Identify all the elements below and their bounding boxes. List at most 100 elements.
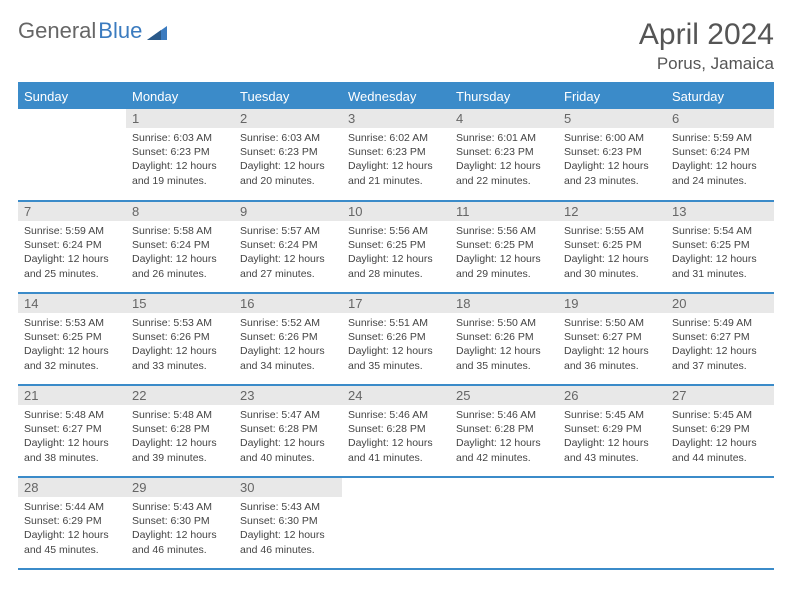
- sunset-line: Sunset: 6:29 PM: [564, 422, 660, 436]
- sunrise-line: Sunrise: 5:43 AM: [240, 500, 336, 514]
- logo-text-blue: Blue: [98, 18, 142, 44]
- calendar-day-cell: 14Sunrise: 5:53 AMSunset: 6:25 PMDayligh…: [18, 293, 126, 385]
- sunrise-line: Sunrise: 5:43 AM: [132, 500, 228, 514]
- sunset-line: Sunset: 6:30 PM: [132, 514, 228, 528]
- sunrise-line: Sunrise: 5:46 AM: [348, 408, 444, 422]
- sunset-line: Sunset: 6:24 PM: [672, 145, 768, 159]
- day-number: 15: [126, 294, 234, 313]
- calendar-day-cell: 13Sunrise: 5:54 AMSunset: 6:25 PMDayligh…: [666, 201, 774, 293]
- sunset-line: Sunset: 6:23 PM: [456, 145, 552, 159]
- day-number: 16: [234, 294, 342, 313]
- month-title: April 2024: [639, 18, 774, 52]
- daylight-line: Daylight: 12 hours and 25 minutes.: [24, 252, 120, 280]
- day-data: Sunrise: 5:48 AMSunset: 6:27 PMDaylight:…: [18, 405, 126, 469]
- sunrise-line: Sunrise: 5:51 AM: [348, 316, 444, 330]
- day-number: 6: [666, 109, 774, 128]
- calendar-empty-cell: [18, 109, 126, 201]
- daylight-line: Daylight: 12 hours and 24 minutes.: [672, 159, 768, 187]
- sunset-line: Sunset: 6:25 PM: [348, 238, 444, 252]
- day-number: 2: [234, 109, 342, 128]
- calendar-day-cell: 25 Sunrise: 5:46 AMSunset: 6:28 PMDayligh…: [450, 385, 558, 477]
- daylight-line: Daylight: 12 hours and 36 minutes.: [564, 344, 660, 372]
- weekday-row: SundayMondayTuesdayWednesdayThursdayFrid…: [18, 83, 774, 109]
- daylight-line: Daylight: 12 hours and 40 minutes.: [240, 436, 336, 464]
- weekday-header: Friday: [558, 83, 666, 109]
- sunset-line: Sunset: 6:29 PM: [672, 422, 768, 436]
- sunset-line: Sunset: 6:25 PM: [456, 238, 552, 252]
- day-number: 18: [450, 294, 558, 313]
- location: Porus, Jamaica: [639, 54, 774, 74]
- daylight-line: Daylight: 12 hours and 32 minutes.: [24, 344, 120, 372]
- sunset-line: Sunset: 6:24 PM: [24, 238, 120, 252]
- weekday-header: Saturday: [666, 83, 774, 109]
- day-number: 23: [234, 386, 342, 405]
- sunrise-line: Sunrise: 5:54 AM: [672, 224, 768, 238]
- title-block: April 2024 Porus, Jamaica: [639, 18, 774, 74]
- sunset-line: Sunset: 6:24 PM: [132, 238, 228, 252]
- calendar-day-cell: 7Sunrise: 5:59 AMSunset: 6:24 PMDaylight…: [18, 201, 126, 293]
- daylight-line: Daylight: 12 hours and 42 minutes.: [456, 436, 552, 464]
- weekday-header: Monday: [126, 83, 234, 109]
- day-number: 8: [126, 202, 234, 221]
- sunrise-line: Sunrise: 5:46 AM: [456, 408, 552, 422]
- day-data: Sunrise: 5:53 AMSunset: 6:26 PMDaylight:…: [126, 313, 234, 377]
- day-data: Sunrise: 5:50 AMSunset: 6:26 PMDaylight:…: [450, 313, 558, 377]
- weekday-header: Tuesday: [234, 83, 342, 109]
- daylight-line: Daylight: 12 hours and 43 minutes.: [564, 436, 660, 464]
- day-number: 19: [558, 294, 666, 313]
- day-data: Sunrise: 5:49 AMSunset: 6:27 PMDaylight:…: [666, 313, 774, 377]
- sunrise-line: Sunrise: 5:50 AM: [564, 316, 660, 330]
- calendar-row: 21Sunrise: 5:48 AMSunset: 6:27 PMDayligh…: [18, 385, 774, 477]
- sunset-line: Sunset: 6:26 PM: [240, 330, 336, 344]
- day-data: Sunrise: 6:03 AMSunset: 6:23 PMDaylight:…: [234, 128, 342, 192]
- sunset-line: Sunset: 6:25 PM: [24, 330, 120, 344]
- sunset-line: Sunset: 6:24 PM: [240, 238, 336, 252]
- header: GeneralBlue April 2024 Porus, Jamaica: [18, 18, 774, 74]
- sunrise-line: Sunrise: 5:48 AM: [132, 408, 228, 422]
- day-number: 11: [450, 202, 558, 221]
- calendar-day-cell: 28Sunrise: 5:44 AMSunset: 6:29 PMDayligh…: [18, 477, 126, 569]
- sunset-line: Sunset: 6:28 PM: [456, 422, 552, 436]
- day-data: Sunrise: 6:01 AMSunset: 6:23 PMDaylight:…: [450, 128, 558, 192]
- sunrise-line: Sunrise: 5:59 AM: [672, 131, 768, 145]
- sunset-line: Sunset: 6:27 PM: [24, 422, 120, 436]
- daylight-line: Daylight: 12 hours and 33 minutes.: [132, 344, 228, 372]
- day-data: Sunrise: 6:02 AMSunset: 6:23 PMDaylight:…: [342, 128, 450, 192]
- weekday-header: Wednesday: [342, 83, 450, 109]
- calendar-day-cell: 16Sunrise: 5:52 AMSunset: 6:26 PMDayligh…: [234, 293, 342, 385]
- sunset-line: Sunset: 6:28 PM: [348, 422, 444, 436]
- day-data: Sunrise: 5:59 AMSunset: 6:24 PMDaylight:…: [18, 221, 126, 285]
- day-number: 25: [450, 386, 558, 405]
- sunrise-line: Sunrise: 6:03 AM: [132, 131, 228, 145]
- day-number: 7: [18, 202, 126, 221]
- sunset-line: Sunset: 6:27 PM: [564, 330, 660, 344]
- sunset-line: Sunset: 6:26 PM: [132, 330, 228, 344]
- calendar-day-cell: 3Sunrise: 6:02 AMSunset: 6:23 PMDaylight…: [342, 109, 450, 201]
- daylight-line: Daylight: 12 hours and 34 minutes.: [240, 344, 336, 372]
- calendar-day-cell: 27Sunrise: 5:45 AMSunset: 6:29 PMDayligh…: [666, 385, 774, 477]
- day-number: 1: [126, 109, 234, 128]
- day-number: 13: [666, 202, 774, 221]
- day-data: Sunrise: 5:56 AMSunset: 6:25 PMDaylight:…: [450, 221, 558, 285]
- calendar-day-cell: 30Sunrise: 5:43 AMSunset: 6:30 PMDayligh…: [234, 477, 342, 569]
- daylight-line: Daylight: 12 hours and 38 minutes.: [24, 436, 120, 464]
- daylight-line: Daylight: 12 hours and 19 minutes.: [132, 159, 228, 187]
- logo-triangle-icon: [147, 22, 167, 40]
- sunrise-line: Sunrise: 5:55 AM: [564, 224, 660, 238]
- calendar-day-cell: 21Sunrise: 5:48 AMSunset: 6:27 PMDayligh…: [18, 385, 126, 477]
- daylight-line: Daylight: 12 hours and 28 minutes.: [348, 252, 444, 280]
- daylight-line: Daylight: 12 hours and 30 minutes.: [564, 252, 660, 280]
- sunrise-line: Sunrise: 5:50 AM: [456, 316, 552, 330]
- day-number: 17: [342, 294, 450, 313]
- calendar-day-cell: 24Sunrise: 5:46 AMSunset: 6:28 PMDayligh…: [342, 385, 450, 477]
- day-number: 22: [126, 386, 234, 405]
- calendar-day-cell: 19 Sunrise: 5:50 AMSunset: 6:27 PMDayligh…: [558, 293, 666, 385]
- calendar-day-cell: 15Sunrise: 5:53 AMSunset: 6:26 PMDayligh…: [126, 293, 234, 385]
- calendar-day-cell: 29Sunrise: 5:43 AMSunset: 6:30 PMDayligh…: [126, 477, 234, 569]
- day-data: Sunrise: 5:43 AMSunset: 6:30 PMDaylight:…: [126, 497, 234, 561]
- daylight-line: Daylight: 12 hours and 20 minutes.: [240, 159, 336, 187]
- calendar-row: 28Sunrise: 5:44 AMSunset: 6:29 PMDayligh…: [18, 477, 774, 569]
- calendar-empty-cell: [450, 477, 558, 569]
- calendar-head: SundayMondayTuesdayWednesdayThursdayFrid…: [18, 83, 774, 109]
- day-number: 12: [558, 202, 666, 221]
